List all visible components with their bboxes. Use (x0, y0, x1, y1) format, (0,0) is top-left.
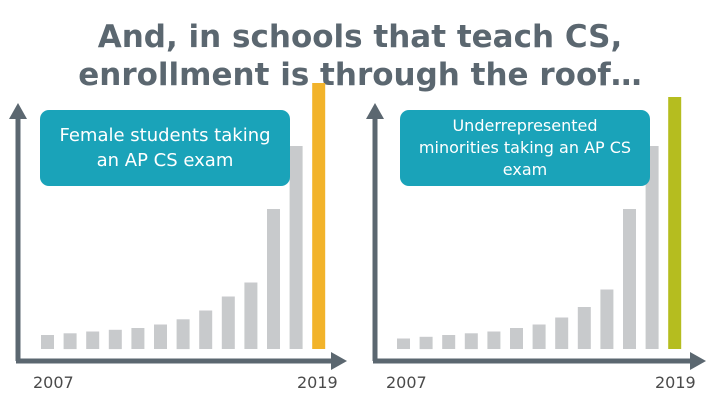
chart-2-bar-2013 (532, 324, 546, 349)
chart-1-x-end-label: 2019 (297, 373, 338, 392)
chart-2-bar-2018 (645, 146, 659, 349)
chart-2-bar-2014 (555, 317, 569, 349)
chart-2-bar-2011 (487, 331, 501, 349)
chart-1-bar-2019 (312, 83, 326, 349)
chart-2-bar-2007 (397, 338, 410, 349)
chart-1-bar-2016 (244, 282, 258, 349)
chart-1-callout: Female students taking an AP CS exam (40, 110, 290, 186)
chart-1-bar-2007 (41, 335, 54, 349)
slide-title: And, in schools that teach CS, enrollmen… (0, 18, 720, 94)
chart-1-bar-2010 (108, 329, 122, 350)
chart-1-x-start-label: 2007 (33, 373, 74, 392)
slide-title-line-2: enrollment is through the roof… (78, 57, 642, 93)
chart-1-title: Female students taking an AP CS exam (59, 125, 271, 171)
chart-1-bar-2009 (86, 331, 100, 349)
chart-2-y-axis-arrow-icon (366, 103, 384, 119)
slide-title-line-1: And, in schools that teach CS, (97, 19, 623, 55)
chart-1-y-axis-arrow-icon (9, 103, 27, 119)
chart-2-bar-2008 (419, 336, 433, 350)
chart-2-bar-2010 (464, 333, 478, 350)
chart-2-callout: Underrepresented minorities taking an AP… (400, 110, 650, 186)
chart-2-x-start-label: 2007 (386, 373, 427, 392)
chart-1-bar-2013 (176, 319, 190, 350)
chart-2-x-axis-arrow-icon (690, 352, 706, 370)
chart-1-bar-2018 (289, 146, 303, 349)
chart-2-bar-2015 (577, 307, 591, 349)
chart-2-bar-2019 (668, 97, 682, 349)
chart-1-bar-2015 (221, 296, 235, 349)
chart-1-bar-2008 (63, 333, 77, 350)
chart-2-bar-2017 (623, 209, 636, 349)
chart-2-bar-2012 (510, 328, 523, 349)
chart-1-bar-2017 (267, 209, 280, 349)
chart-2-bar-2016 (600, 289, 614, 349)
chart-1-bar-2012 (154, 324, 167, 349)
chart-1-bar-2011 (131, 328, 145, 349)
chart-2-x-end-label: 2019 (655, 373, 696, 392)
chart-1-x-axis-arrow-icon (331, 352, 347, 370)
chart-2-title: Underrepresented minorities taking an AP… (418, 116, 632, 179)
chart-2-bar-2009 (442, 335, 456, 349)
chart-1-bar-2014 (199, 310, 213, 349)
